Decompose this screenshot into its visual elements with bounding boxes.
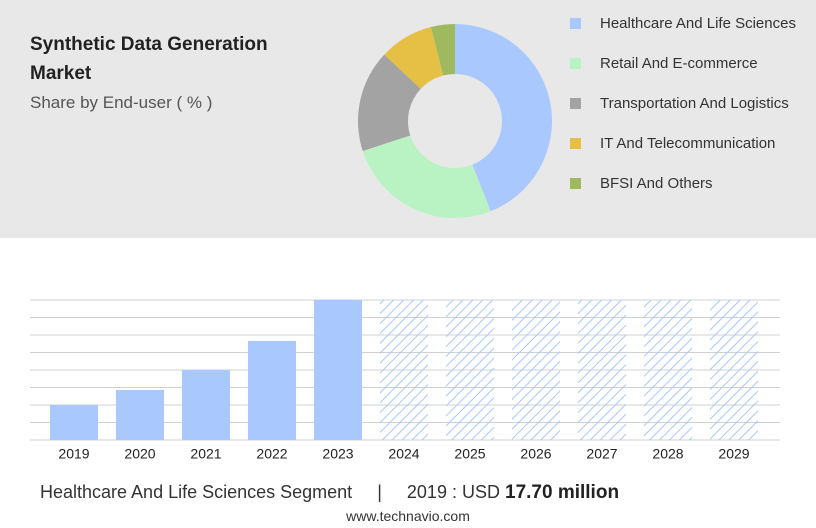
bar — [248, 340, 296, 440]
x-tick-label: 2026 — [520, 446, 551, 462]
footer-value: 17.70 million — [505, 482, 620, 503]
legend-swatch — [570, 138, 581, 149]
x-tick-label: 2021 — [190, 446, 221, 462]
x-tick-label: 2027 — [586, 446, 617, 462]
chart-subtitle: Share by End-user ( % ) — [30, 93, 213, 112]
forecast-bar — [446, 300, 494, 440]
bar — [50, 405, 98, 440]
x-tick-label: 2019 — [58, 446, 89, 462]
forecast-bar — [644, 300, 692, 440]
legend-swatch — [570, 98, 581, 109]
donut-slice — [384, 27, 444, 89]
x-tick-label: 2029 — [718, 446, 749, 462]
forecast-bar — [710, 300, 758, 440]
website: www.technavio.com — [346, 508, 470, 524]
forecast-bar — [578, 300, 626, 440]
x-tick-label: 2024 — [388, 446, 419, 462]
bar — [116, 389, 164, 440]
legend: Healthcare And Life Sciences Retail And E… — [570, 16, 800, 216]
donut-slice — [362, 135, 491, 218]
bar — [182, 370, 230, 440]
separator: | — [377, 482, 382, 502]
forecast-bar — [380, 300, 428, 440]
x-tick-label: 2022 — [256, 446, 287, 462]
legend-label: Healthcare And Life Sciences — [600, 15, 796, 32]
legend-label: Transportation And Logistics — [600, 95, 789, 112]
forecast-bar — [512, 300, 560, 440]
donut-slice — [358, 54, 421, 151]
footer: Healthcare And Life Sciences Segment | 2… — [40, 482, 620, 503]
legend-swatch — [570, 18, 581, 29]
x-tick-label: 2028 — [652, 446, 683, 462]
legend-item: Retail And E-commerce — [570, 56, 800, 96]
x-tick-label: 2020 — [124, 446, 155, 462]
legend-swatch — [570, 58, 581, 69]
legend-item: Transportation And Logistics — [570, 96, 800, 136]
legend-item: BFSI And Others — [570, 176, 800, 216]
legend-label: Retail And E-commerce — [600, 55, 758, 72]
legend-swatch — [570, 178, 581, 189]
bar — [314, 300, 362, 440]
x-tick-label: 2023 — [322, 446, 353, 462]
donut-slice — [455, 24, 552, 212]
legend-label: IT And Telecommunication — [600, 135, 776, 152]
donut-slice — [430, 24, 455, 76]
legend-item: Healthcare And Life Sciences — [570, 16, 800, 56]
footer-currency: USD — [461, 482, 500, 502]
legend-label: BFSI And Others — [600, 175, 713, 192]
segment-name: Healthcare And Life Sciences Segment — [40, 482, 353, 502]
legend-item: IT And Telecommunication — [570, 136, 800, 176]
footer-year: 2019 — [406, 482, 447, 502]
chart-title: Synthetic Data Generation Market — [30, 34, 268, 84]
x-tick-label: 2025 — [454, 446, 485, 462]
